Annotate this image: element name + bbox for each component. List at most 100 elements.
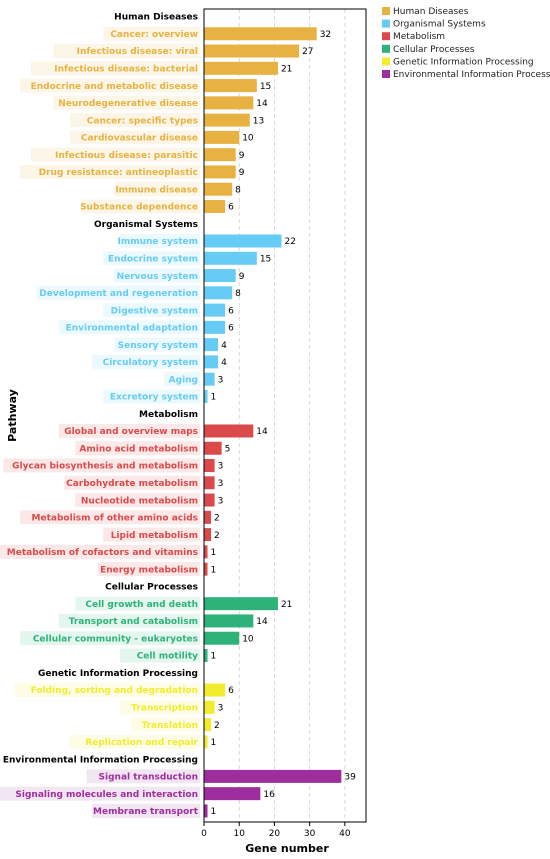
label-highlight-circulatory-system xyxy=(92,354,200,369)
bar-substance-dependence xyxy=(204,199,226,213)
value-label-folding-sorting-and-degradation: 6 xyxy=(228,686,234,696)
bar-signal-transduction xyxy=(204,769,342,783)
category-label-metabolism-of-other-amino-acids: Metabolism of other amino acids xyxy=(32,514,198,524)
value-label-infectious-disease-parasitic: 9 xyxy=(239,151,245,161)
bar-glycan-biosynthesis-and-metabolism xyxy=(204,459,215,473)
legend-swatch-environmental-information-processing xyxy=(382,70,390,78)
label-highlight-amino-acid-metabolism xyxy=(75,441,200,456)
bar-metabolism-of-cofactors-and-vitamins xyxy=(204,545,208,559)
category-label-cell-motility: Cell motility xyxy=(137,652,198,662)
label-highlight-metabolism-of-other-amino-acids xyxy=(19,510,201,525)
bar-development-and-regeneration xyxy=(204,286,233,300)
legend-label-cellular-processes: Cellular Processes xyxy=(393,45,475,55)
bar-energy-metabolism xyxy=(204,562,208,576)
bar-cell-growth-and-death xyxy=(204,597,278,611)
value-label-circulatory-system: 4 xyxy=(221,358,227,368)
x-gridlines xyxy=(238,9,346,822)
category-label-cancer-specific-types: Cancer: specific types xyxy=(87,116,198,126)
label-highlight-sensory-system xyxy=(114,337,200,352)
bar-nervous-system xyxy=(204,269,236,283)
value-label-replication-and-repair: 1 xyxy=(211,738,217,748)
legend-swatch-genetic-information-processing xyxy=(382,57,390,66)
value-label-cancer-overview: 32 xyxy=(320,30,331,40)
label-highlight-carbohydrate-metabolism xyxy=(64,475,200,490)
bar-excretory-system xyxy=(204,389,208,403)
value-label-infectious-disease-bacterial: 21 xyxy=(281,65,292,75)
x-tick-label-40: 40 xyxy=(339,829,351,839)
category-label-membrane-transport: Membrane transport xyxy=(93,807,199,817)
bar-circulatory-system xyxy=(204,355,219,369)
category-label-lipid-metabolism: Lipid metabolism xyxy=(111,531,198,541)
value-label-glycan-biosynthesis-and-metabolism: 3 xyxy=(218,462,224,472)
label-highlight-translation xyxy=(130,717,200,732)
group-header-genetic-information-processing: Genetic Information Processing xyxy=(38,669,198,679)
label-highlight-drug-resistance-antineoplastic xyxy=(19,164,201,179)
bar-transport-and-catabolism xyxy=(204,614,254,628)
category-label-transcription: Transcription xyxy=(131,704,198,714)
category-label-substance-dependence: Substance dependence xyxy=(80,203,198,213)
value-label-nucleotide-metabolism: 3 xyxy=(218,496,224,506)
label-highlight-lipid-metabolism xyxy=(103,527,200,542)
value-label-membrane-transport: 1 xyxy=(211,807,217,817)
bar-membrane-transport xyxy=(204,804,208,818)
label-highlight-immune-disease xyxy=(114,182,200,197)
label-highlight-folding-sorting-and-degradation xyxy=(14,683,201,698)
bar-cancer-overview xyxy=(204,27,317,41)
legend: Human Diseases Organismal Systems Metaboli… xyxy=(382,7,550,80)
label-highlight-metabolism-of-cofactors-and-vitamins xyxy=(0,544,201,559)
value-label-drug-resistance-antineoplastic: 9 xyxy=(239,168,245,178)
value-label-endocrine-system: 15 xyxy=(260,254,271,264)
label-highlight-transcription xyxy=(119,700,200,715)
category-label-development-and-regeneration: Development and regeneration xyxy=(39,289,198,299)
value-label-cardiovascular-disease: 10 xyxy=(242,134,254,144)
category-label-cellular-community-eukaryotes: Cellular community - eukaryotes xyxy=(33,634,198,644)
value-labels: 3227211514131099862215986644311453332211… xyxy=(211,30,357,817)
legend-label-metabolism: Metabolism xyxy=(393,32,445,42)
bar-lipid-metabolism xyxy=(204,528,212,542)
category-labels: Human Diseases Cancer: overview Infectious… xyxy=(3,13,199,817)
value-label-nervous-system: 9 xyxy=(239,272,245,282)
y-axis-title: Pathway xyxy=(6,389,19,442)
label-highlight-glycan-biosynthesis-and-metabolism xyxy=(3,458,200,473)
category-label-transport-and-catabolism: Transport and catabolism xyxy=(69,617,198,627)
category-label-aging: Aging xyxy=(169,375,198,385)
bar-infectious-disease-viral xyxy=(204,44,300,58)
label-highlight-endocrine-system xyxy=(103,251,200,266)
label-highlight-membrane-transport xyxy=(92,803,200,818)
category-label-endocrine-system: Endocrine system xyxy=(108,254,198,264)
value-label-global-and-overview-maps: 14 xyxy=(256,427,268,437)
label-highlight-signal-transduction xyxy=(86,769,200,784)
value-label-signaling-molecules-and-interaction: 16 xyxy=(263,790,275,800)
group-header-organismal-systems: Organismal Systems xyxy=(94,220,198,230)
group-header-metabolism: Metabolism xyxy=(139,410,198,420)
label-highlight-cellular-community-eukaryotes xyxy=(19,631,201,646)
category-label-signaling-molecules-and-interaction: Signaling molecules and interaction xyxy=(15,790,198,800)
legend-swatch-cellular-processes xyxy=(382,44,390,53)
x-tick-label-20: 20 xyxy=(269,829,281,839)
value-label-cancer-specific-types: 13 xyxy=(253,116,264,126)
x-tick-label-30: 30 xyxy=(304,829,316,839)
value-label-immune-disease: 8 xyxy=(235,185,241,195)
bar-cardiovascular-disease xyxy=(204,130,240,144)
bar-drug-resistance-antineoplastic xyxy=(204,165,236,179)
category-label-metabolism-of-cofactors-and-vitamins: Metabolism of cofactors and vitamins xyxy=(7,548,198,558)
label-highlight-energy-metabolism xyxy=(97,562,200,577)
category-label-replication-and-repair: Replication and repair xyxy=(85,738,198,748)
value-label-neurodegenerative-disease: 14 xyxy=(256,99,268,109)
label-highlight-excretory-system xyxy=(103,389,200,404)
label-highlight-neurodegenerative-disease xyxy=(53,95,200,110)
bar-global-and-overview-maps xyxy=(204,424,254,438)
value-label-infectious-disease-viral: 27 xyxy=(302,47,313,57)
category-label-digestive-system: Digestive system xyxy=(111,306,198,316)
label-highlight-substance-dependence xyxy=(81,199,200,214)
category-label-infectious-disease-viral: Infectious disease: viral xyxy=(77,47,198,57)
legend-label-organismal-systems: Organismal Systems xyxy=(393,20,486,30)
bar-amino-acid-metabolism xyxy=(204,441,222,455)
value-label-cellular-community-eukaryotes: 10 xyxy=(242,634,254,644)
value-label-transcription: 3 xyxy=(218,704,224,714)
bar-endocrine-and-metabolic-disease xyxy=(204,79,257,93)
label-highlight-cancer-overview xyxy=(103,26,200,41)
value-label-energy-metabolism: 1 xyxy=(211,565,217,575)
category-label-energy-metabolism: Energy metabolism xyxy=(100,565,198,575)
label-highlight-cancer-specific-types xyxy=(69,113,201,128)
